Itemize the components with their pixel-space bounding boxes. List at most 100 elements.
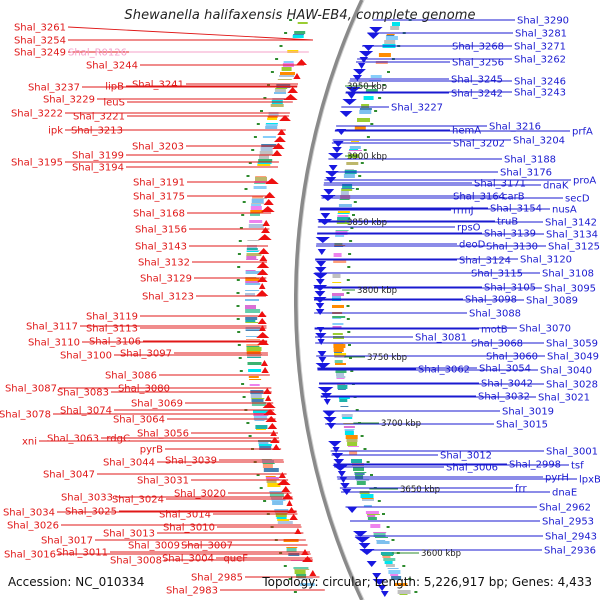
left-gene-label: Shal_2983 — [166, 586, 218, 597]
left-gene-label: Shal_3123 — [142, 292, 194, 303]
right-gene-label: Shal_3204 — [513, 136, 565, 147]
left-gene-label: Shal_3013 — [103, 529, 155, 540]
left-gene-label: Shal_3074 — [60, 406, 112, 417]
right-gene-label: Shal_3243 — [514, 88, 566, 99]
left-gene-label: Shal_2985 — [191, 573, 243, 584]
left-gene-label: Shal_3117 — [26, 322, 78, 333]
right-gene-label: Shal_3042 — [481, 379, 533, 390]
right-gene-label: Shal_3062 — [418, 365, 470, 376]
left-gene-label: Shal_3244 — [86, 61, 138, 72]
right-gene-label: Shal_3202 — [453, 139, 505, 150]
right-gene-label: dnaE — [552, 488, 577, 499]
right-gene-label: secD — [565, 194, 590, 205]
right-gene-label: Shal_3021 — [538, 393, 590, 404]
left-gene-label: Shal_3009 — [128, 541, 180, 552]
left-gene-label: Shal_3025 — [65, 507, 117, 518]
left-gene-label: pyrB — [140, 445, 163, 456]
left-gene-label: Shal_3191 — [133, 178, 185, 189]
left-gene-label: Shal_3083 — [57, 388, 109, 399]
right-gene-label: Shal_3060 — [486, 352, 538, 363]
left-gene-label: Shal_3087 — [5, 384, 57, 395]
left-gene-label: Shal_3132 — [138, 258, 190, 269]
left-gene-label: Shal_3237 — [28, 83, 80, 94]
right-gene-label: Shal_3095 — [544, 284, 596, 295]
left-gene-label: Shal_3017 — [41, 536, 93, 547]
right-gene-label: Shal_3130 — [486, 242, 538, 253]
right-gene-label: Shal_3227 — [391, 103, 443, 114]
right-gene-label: Shal_2962 — [539, 503, 591, 514]
left-gene-label: Shal_3016 — [4, 550, 56, 561]
left-gene-label: Shal_3047 — [43, 470, 95, 481]
kbp-marker-label: 3850 kbp — [347, 218, 387, 228]
left-gene-label: Shal_3143 — [135, 242, 187, 253]
right-gene-label: Shal_3120 — [520, 255, 572, 266]
left-gene-label: Shal_3007 — [181, 541, 233, 552]
left-gene-label: Shal_3033 — [61, 493, 113, 504]
right-gene-label: Shal_3290 — [517, 16, 569, 27]
right-gene-label: Shal_2998 — [509, 460, 561, 471]
right-gene-label: carB — [502, 192, 525, 203]
left-gene-label: Shal_3080 — [118, 384, 170, 395]
right-gene-label: Shal_3105 — [484, 283, 536, 294]
left-gene-label: Shal_3119 — [86, 312, 138, 323]
right-gene-label: Shal_3139 — [484, 229, 536, 240]
left-gene-label: Shal_3199 — [72, 151, 124, 162]
left-gene-label: Shal_3194 — [72, 163, 124, 174]
right-gene-label: Shal_3256 — [452, 58, 504, 69]
left-gene-label: Shal_3064 — [113, 415, 165, 426]
left-gene-label: Shal_3229 — [43, 95, 95, 106]
left-gene-label: Shal_3106 — [89, 337, 141, 348]
right-gene-label: Shal_3142 — [545, 218, 597, 229]
left-gene-label: Shal_3039 — [165, 456, 217, 467]
left-gene-label: Shal_3261 — [14, 23, 66, 34]
right-gene-label: Shal_3049 — [547, 352, 599, 363]
right-gene-label: Shal_3068 — [471, 339, 523, 350]
right-gene-label: Shal_3188 — [504, 155, 556, 166]
right-gene-label: Shal_3216 — [489, 122, 541, 133]
right-gene-label: Shal_3281 — [515, 29, 567, 40]
right-gene-label: Shal_3070 — [519, 324, 571, 335]
right-gene-label: Shal_3164 — [453, 192, 505, 203]
right-gene-label: hemA — [452, 126, 481, 137]
left-gene-label: Shal_3129 — [140, 274, 192, 285]
right-gene-label: Shal_3246 — [514, 77, 566, 88]
left-gene-label: Shal_3195 — [11, 158, 63, 169]
kbp-marker-label: 3800 kbp — [357, 286, 397, 296]
left-gene-label: Shal_3078 — [0, 410, 51, 421]
right-gene-label: proA — [573, 176, 596, 187]
right-gene-label: Shal_3271 — [514, 42, 566, 53]
right-gene-label: truB — [497, 217, 518, 228]
left-gene-label: Shal_3010 — [163, 523, 215, 534]
right-gene-label: Shal_3054 — [479, 364, 531, 375]
right-gene-label: lpxB — [579, 475, 600, 486]
left-gene-label: Shal_3100 — [60, 351, 112, 362]
left-gene-label: Shal_3254 — [14, 36, 66, 47]
right-gene-label: Shal_3006 — [446, 463, 498, 474]
left-gene-label: Shal_3034 — [3, 508, 55, 519]
left-gene-label: Shal_3097 — [120, 349, 172, 360]
right-gene-label: Shal_3134 — [546, 230, 598, 241]
right-gene-label: motB — [481, 325, 508, 336]
kbp-marker-label: 3950 kbp — [347, 82, 387, 92]
right-gene-label: Shal_3268 — [452, 42, 504, 53]
left-gene-label: ipk — [48, 126, 63, 137]
right-gene-label: rrmJ — [453, 206, 474, 217]
left-gene-label: Shal_3024 — [112, 495, 164, 506]
left-gene-label: Shal_3113 — [86, 324, 138, 335]
left-gene-label: Shal_3020 — [174, 489, 226, 500]
right-gene-label: frr — [515, 484, 527, 495]
right-gene-label: Shal_3262 — [514, 55, 566, 66]
right-gene-label: tsf — [571, 461, 584, 472]
left-gene-label: Shal_3026 — [7, 521, 59, 532]
right-gene-label: rpsO — [457, 223, 481, 234]
right-gene-label: Shal_3015 — [496, 420, 548, 431]
genome-backbone — [294, 0, 364, 601]
right-gene-label: Shal_2936 — [544, 546, 596, 557]
left-gene-label: Shal_3011 — [56, 548, 108, 559]
right-gene-label: Shal_3176 — [500, 168, 552, 179]
right-gene-label: Shal_2943 — [545, 532, 597, 543]
left-gene-label: Shal_3004 — [162, 554, 214, 565]
left-gene-label: Shal_3213 — [71, 126, 123, 137]
right-gene-label: deoD — [459, 240, 486, 251]
